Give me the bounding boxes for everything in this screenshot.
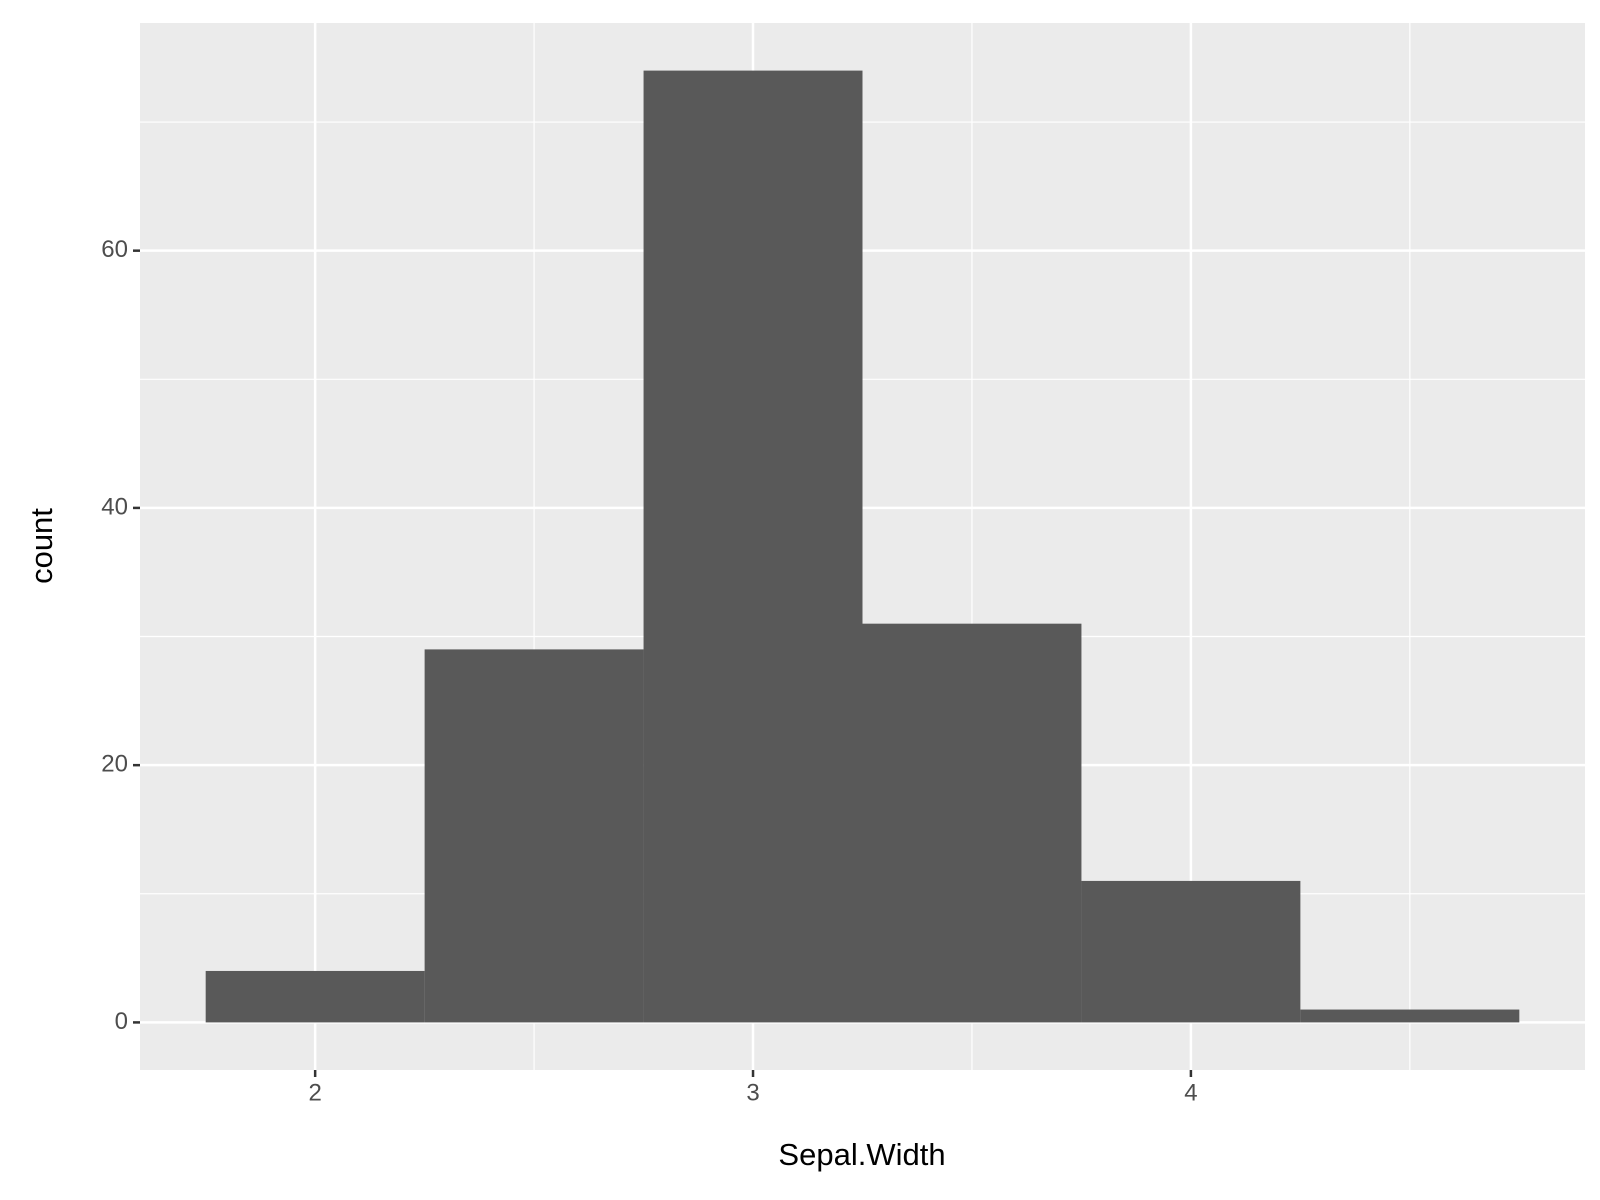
bar <box>862 623 1082 1023</box>
y-axis-title: count <box>24 508 59 584</box>
y-tick-label: 0 <box>115 1008 128 1035</box>
y-tick-label: 40 <box>101 493 128 520</box>
x-tick-label: 3 <box>746 1079 759 1106</box>
x-tick-label: 4 <box>1184 1079 1197 1106</box>
bar <box>643 70 863 1023</box>
x-tick-label: 2 <box>308 1079 321 1106</box>
y-tick-label: 20 <box>101 751 128 778</box>
x-axis-title: Sepal.Width <box>778 1137 945 1172</box>
bar <box>1300 1009 1520 1023</box>
bar <box>205 970 425 1023</box>
bar <box>1081 880 1301 1023</box>
y-tick-label: 60 <box>101 236 128 263</box>
bar <box>424 649 644 1023</box>
